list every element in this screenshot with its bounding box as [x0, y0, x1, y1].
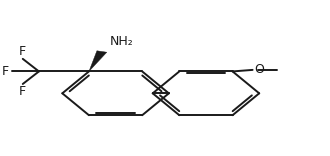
Text: F: F [19, 45, 26, 58]
Text: F: F [2, 65, 9, 78]
Text: F: F [19, 85, 26, 98]
Text: NH₂: NH₂ [110, 35, 134, 49]
Polygon shape [89, 51, 107, 71]
Text: O: O [254, 63, 264, 76]
